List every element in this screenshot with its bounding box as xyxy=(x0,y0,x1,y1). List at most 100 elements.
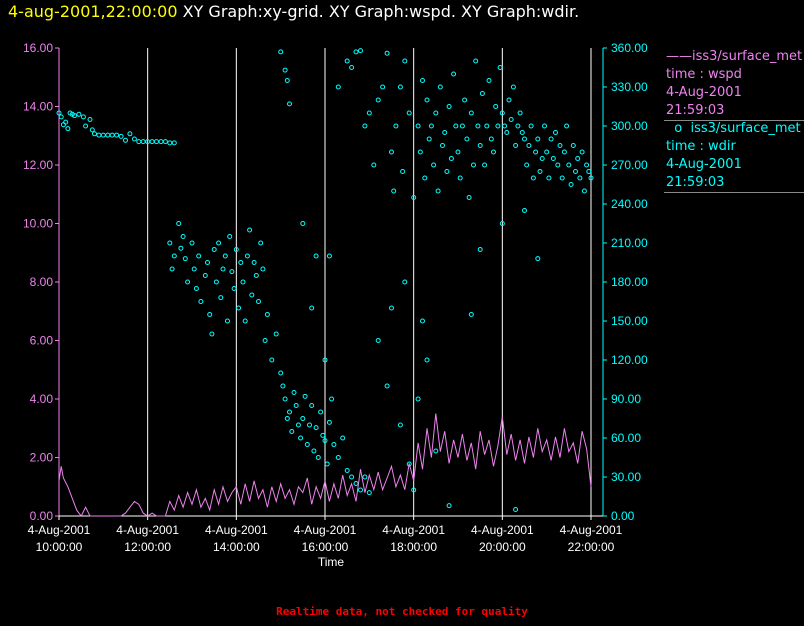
wdir-point xyxy=(402,279,408,285)
x-tick-time-label: 22:00:00 xyxy=(568,540,615,554)
x-tick-date-label: 4-Aug-2001 xyxy=(382,523,445,537)
wdir-point xyxy=(300,416,306,421)
wdir-point xyxy=(455,149,461,155)
wdir-point xyxy=(497,65,503,70)
wdir-point xyxy=(506,97,512,103)
wdir-point xyxy=(581,188,587,194)
wdir-point xyxy=(222,253,228,259)
wdir-point xyxy=(207,312,213,317)
wdir-point xyxy=(468,312,474,317)
wdir-point xyxy=(118,133,124,139)
wdir-point xyxy=(353,49,359,55)
wdir-point xyxy=(559,175,565,181)
right-tick-label: 210.00 xyxy=(611,236,648,250)
wdir-point xyxy=(262,338,268,343)
xy-plot: 0.00 2.00 4.00 6.00 8.00 10.00 12.00 14.00 16.00… xyxy=(23,41,648,569)
left-tick-label: 10.00 xyxy=(23,217,53,231)
wdir-point xyxy=(544,149,550,155)
wdir-point xyxy=(169,266,175,272)
wdir-point xyxy=(564,123,570,129)
wdir-point xyxy=(446,503,452,509)
wdir-point xyxy=(462,97,468,103)
wdir-point xyxy=(477,247,483,252)
wdir-point xyxy=(189,240,195,246)
wdir-point xyxy=(87,117,93,122)
wdir-point xyxy=(539,156,545,161)
wdir-point xyxy=(519,130,525,135)
wdir-point xyxy=(313,253,319,259)
wdir-point xyxy=(411,487,417,493)
wdir-point xyxy=(209,331,215,337)
wdir-point xyxy=(513,507,519,512)
wdir-point xyxy=(468,110,474,116)
wdir-point xyxy=(309,403,315,408)
wdir-point xyxy=(278,49,284,55)
wdir-point xyxy=(375,97,381,103)
wdir-point xyxy=(205,260,210,265)
wdir-point xyxy=(522,208,527,213)
wdir-point xyxy=(202,273,208,278)
wdir-point xyxy=(240,279,246,285)
legend-wspd: ——iss3/surface_met time : wspd 4-Aug-200… xyxy=(666,48,802,120)
wdir-point xyxy=(302,393,308,399)
x-tick-time-label: 10:00:00 xyxy=(36,540,83,554)
wdir-point xyxy=(448,156,454,161)
wdir-point xyxy=(522,136,527,142)
legend-wdir: o iss3/surface_met time : wdir 4-Aug-200… xyxy=(666,120,801,192)
wdir-point xyxy=(400,169,406,174)
right-tick-label: 30.00 xyxy=(611,470,641,484)
wdir-point xyxy=(60,122,66,128)
wdir-point xyxy=(375,338,381,343)
wdir-point xyxy=(344,468,350,473)
wdir-point xyxy=(76,111,82,117)
wdir-point xyxy=(424,357,430,363)
wdir-point xyxy=(389,305,394,311)
wdir-point xyxy=(287,409,292,415)
wdir-point xyxy=(457,175,463,181)
wdir-point xyxy=(247,227,253,233)
x-tick-date-label: 4-Aug-2001 xyxy=(560,523,623,537)
vertical-grid xyxy=(147,48,592,516)
wdir-point xyxy=(397,422,403,428)
wdir-point xyxy=(566,162,572,168)
wdir-point xyxy=(437,84,443,90)
wdir-point xyxy=(326,253,332,259)
wdir-point xyxy=(282,396,288,402)
left-tick-label: 16.00 xyxy=(23,41,53,55)
wdir-point xyxy=(273,331,279,337)
wdir-point xyxy=(256,299,261,304)
x-tick-time-label: 12:00:00 xyxy=(124,540,171,554)
wdir-point xyxy=(431,162,437,168)
left-tick-label: 14.00 xyxy=(23,100,53,114)
wdir-point xyxy=(422,175,428,181)
wdir-point xyxy=(464,136,470,142)
wdir-point xyxy=(171,140,177,146)
wdir-point xyxy=(384,50,390,56)
wdir-point xyxy=(191,266,197,272)
x-tick-date-label: 4-Aug-2001 xyxy=(116,523,179,537)
right-tick-label: 360.00 xyxy=(611,41,648,55)
wdir-point xyxy=(340,435,346,441)
wdir-point xyxy=(524,162,530,168)
wdir-point xyxy=(406,461,412,467)
wdir-point xyxy=(231,286,237,291)
wdir-point xyxy=(58,114,64,120)
wdir-point xyxy=(162,139,168,145)
wdir-point xyxy=(140,139,146,145)
wdir-point xyxy=(80,114,86,120)
wdir-point xyxy=(513,143,519,148)
wdir-point xyxy=(366,490,372,496)
wdir-point xyxy=(300,221,306,226)
wdir-point xyxy=(100,132,106,138)
wdir-point xyxy=(318,409,324,415)
wdir-point xyxy=(577,175,583,181)
wdir-point xyxy=(415,396,421,402)
wdir-point xyxy=(428,123,434,129)
wdir-point xyxy=(109,132,115,138)
right-tick-label: 90.00 xyxy=(611,392,641,406)
wdir-point xyxy=(557,143,563,148)
wdir-point xyxy=(269,357,275,363)
wdir-point xyxy=(384,383,390,389)
left-y-axis-ticks: 0.00 2.00 4.00 6.00 8.00 10.00 12.00 14.00 16.00 xyxy=(23,41,59,523)
wdir-point xyxy=(331,442,337,447)
